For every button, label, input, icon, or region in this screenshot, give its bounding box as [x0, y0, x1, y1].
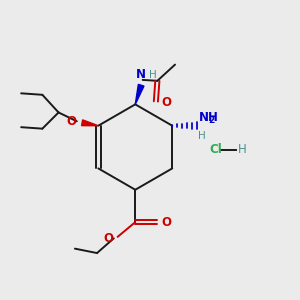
Text: O: O — [161, 216, 171, 229]
Text: N: N — [136, 68, 146, 81]
Text: H: H — [198, 131, 206, 141]
Text: 2: 2 — [208, 116, 214, 125]
Polygon shape — [82, 120, 98, 126]
Text: Cl: Cl — [209, 143, 222, 157]
Text: O: O — [161, 96, 171, 110]
Polygon shape — [135, 84, 144, 104]
Text: H: H — [148, 70, 156, 80]
Text: NH: NH — [199, 111, 219, 124]
Text: H: H — [238, 143, 246, 157]
Text: O: O — [67, 115, 77, 128]
Text: O: O — [104, 232, 114, 245]
